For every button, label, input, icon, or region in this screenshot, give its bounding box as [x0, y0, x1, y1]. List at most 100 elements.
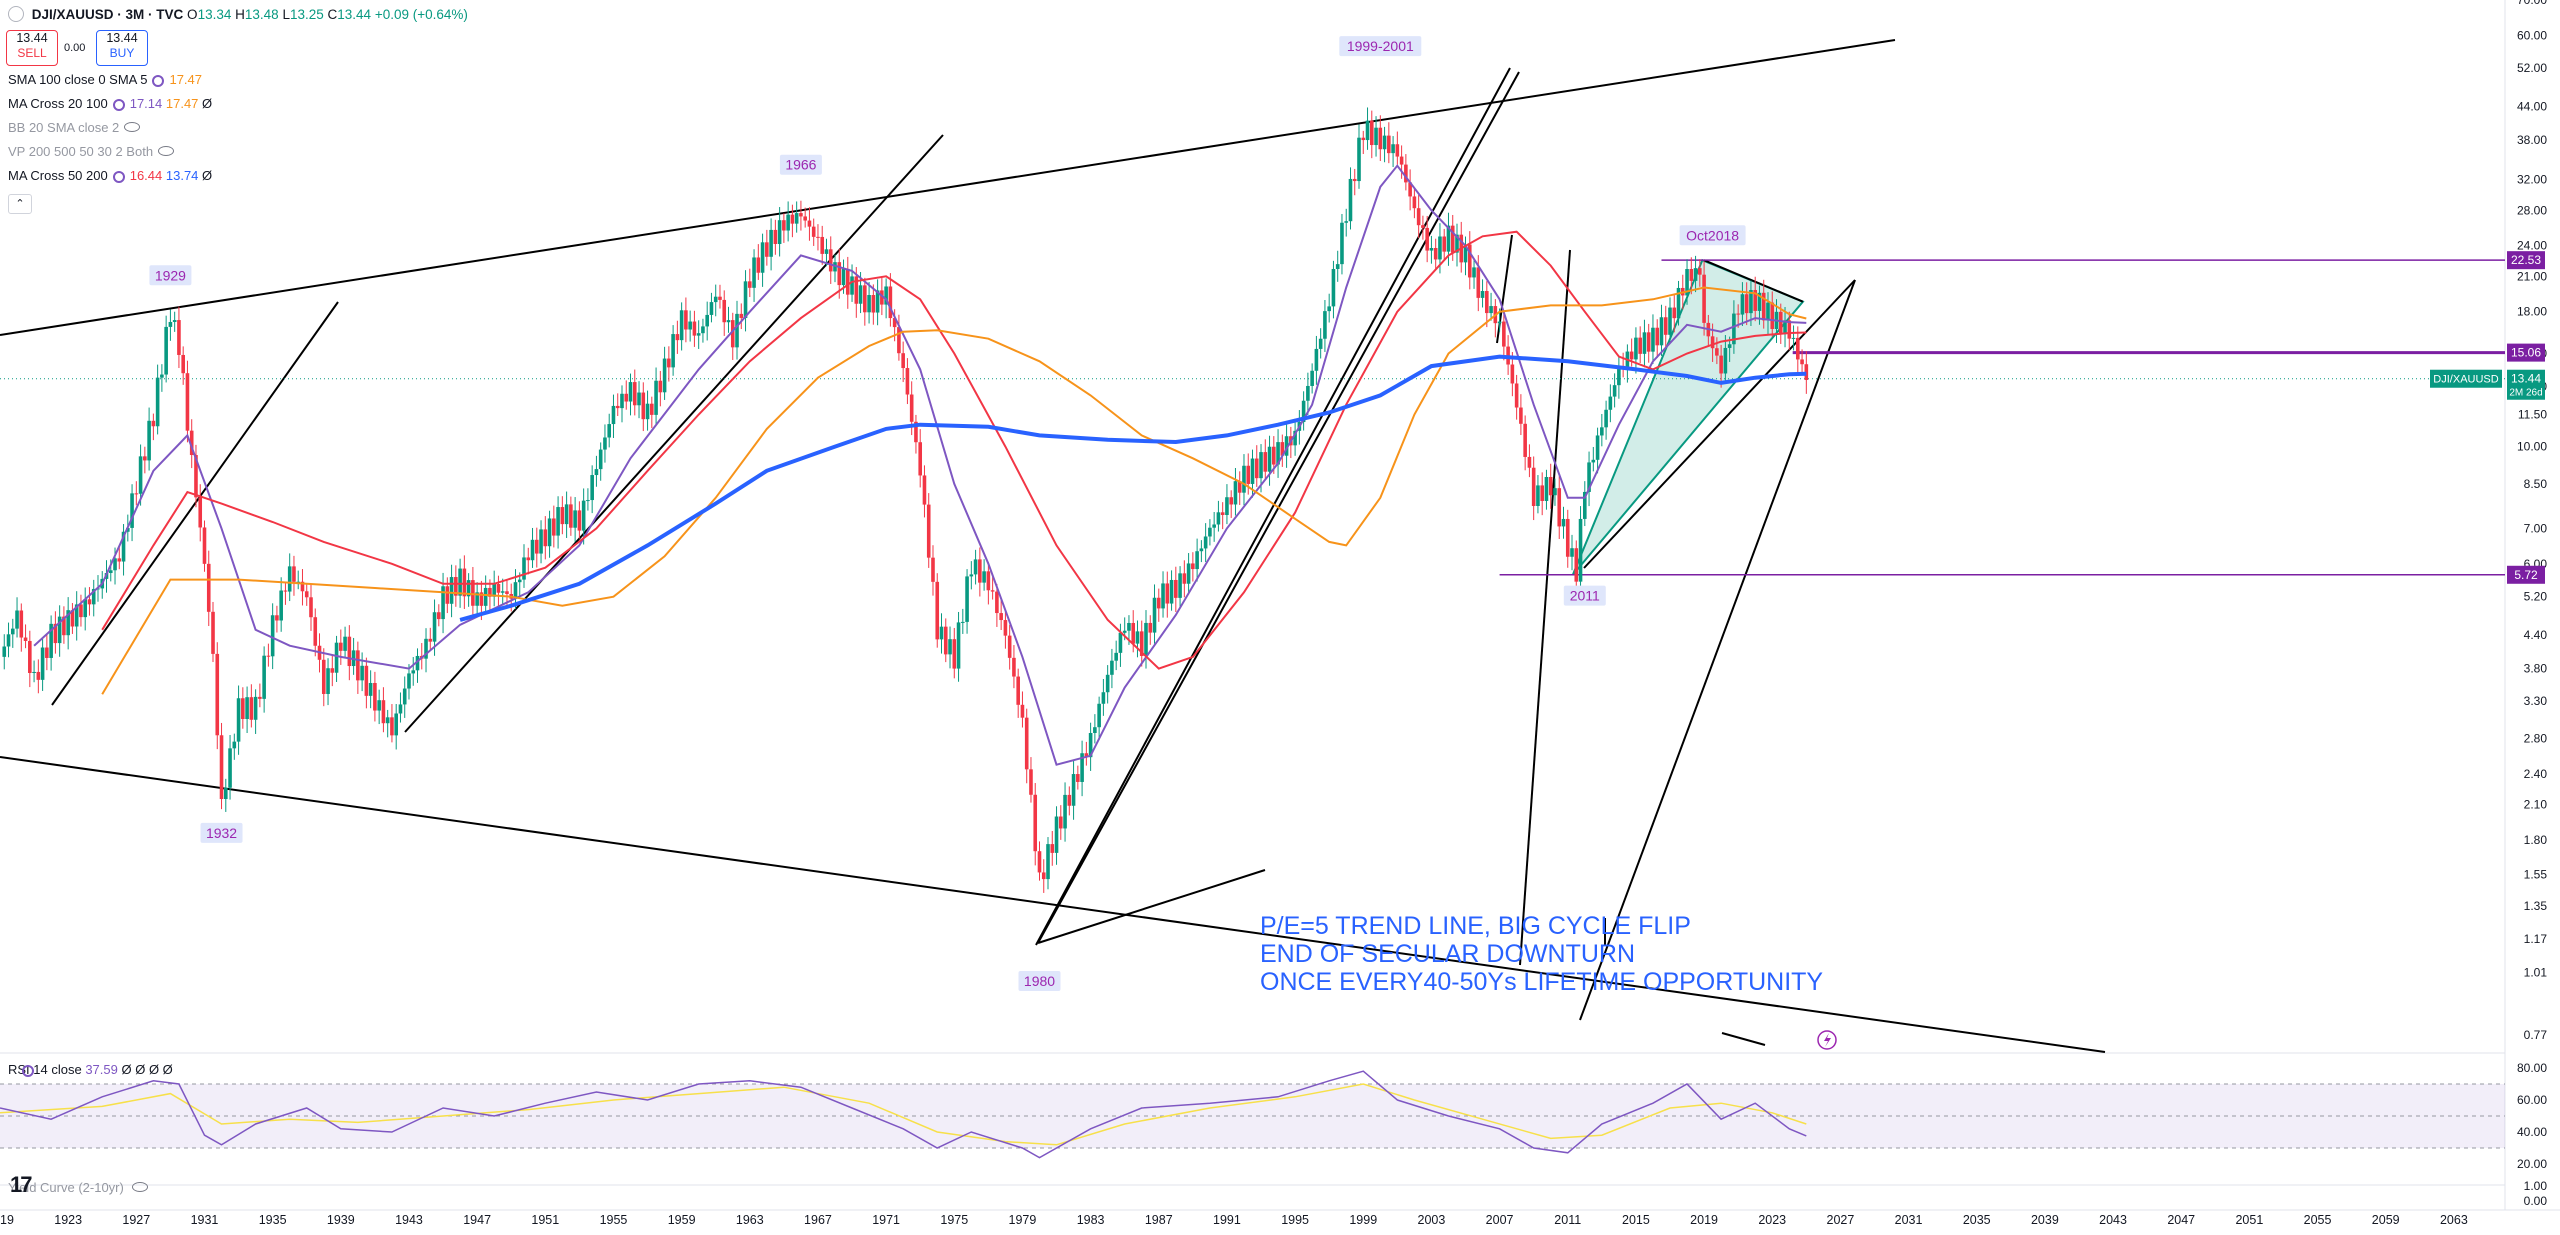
x-tick-label: 1943	[395, 1213, 423, 1227]
candle-body	[1114, 652, 1118, 661]
indicator-row[interactable]: MA Cross 50 200 16.44 13.74 Ø	[8, 168, 212, 183]
candle-body	[428, 638, 433, 642]
candle-body	[321, 659, 326, 694]
candle-body	[1242, 465, 1246, 493]
candle-body	[760, 242, 765, 273]
x-tick-label: 1999	[1349, 1213, 1377, 1227]
candle-body	[1629, 351, 1634, 360]
candle-body	[961, 621, 965, 623]
settings-icon[interactable]	[112, 171, 125, 183]
candle-body	[1476, 267, 1481, 298]
candle-body	[228, 748, 232, 788]
indicator-name: VP 200 500 50 30 2 Both	[8, 144, 154, 159]
candle-body	[709, 302, 714, 315]
candle-body	[1340, 222, 1344, 265]
candle-body	[283, 590, 288, 592]
yield-curve-legend[interactable]: Yield Curve (2-10yr)	[8, 1180, 149, 1195]
tradingview-logo-icon: 17	[10, 1172, 33, 1197]
candle-body	[300, 581, 305, 592]
candle-body	[347, 636, 352, 667]
candle-body	[1331, 269, 1336, 307]
symbol-tag	[2430, 369, 2502, 388]
last-price-tag	[2507, 369, 2545, 400]
sell-button[interactable]: 13.44 SELL	[6, 30, 58, 66]
candle-body	[931, 557, 935, 582]
candle-body	[1800, 359, 1804, 365]
candle-body	[296, 581, 301, 583]
candle-body	[1293, 430, 1297, 446]
candle-body	[807, 220, 812, 227]
candle-body	[833, 262, 837, 272]
candle-body	[402, 688, 407, 705]
candle-body	[330, 668, 335, 673]
x-tick-label: 1951	[531, 1213, 559, 1227]
x-tick-label: 2031	[1895, 1213, 1923, 1227]
candle-body	[1220, 512, 1225, 516]
trend-line	[1037, 869, 1266, 944]
candle-body	[1540, 485, 1544, 501]
candle-body	[1272, 446, 1276, 465]
candle-body	[1237, 481, 1242, 493]
candle-body	[530, 539, 535, 561]
candle-body	[645, 403, 650, 420]
y-tick-label: 70.00	[2517, 0, 2547, 7]
candle-body	[615, 405, 620, 409]
indicator-row[interactable]: BB 20 SMA close 2	[8, 120, 141, 135]
candle-body	[1071, 774, 1076, 806]
indicator-row[interactable]: SMA 100 close 0 SMA 5 17.47	[8, 72, 202, 87]
x-tick-label: 2047	[2167, 1213, 2195, 1227]
candle-body	[1152, 597, 1157, 633]
candle-body	[986, 571, 991, 591]
indicator-value: 17.14	[129, 96, 166, 111]
candle-body	[765, 242, 769, 257]
candle-body	[411, 670, 416, 674]
y-tick-label: 18.00	[2517, 305, 2547, 319]
collapse-legend-button[interactable]: ⌃	[8, 194, 32, 214]
y-tick-label: 10.00	[2517, 440, 2547, 454]
y-tick-label: 1.80	[2524, 833, 2548, 847]
candle-body	[586, 500, 590, 502]
annotation-text: P/E=5 TREND LINE, BIG CYCLE FLIP	[1260, 912, 1691, 940]
trend-line	[51, 301, 339, 706]
candle-body	[185, 373, 190, 431]
indicator-name: BB 20 SMA close 2	[8, 120, 120, 135]
candle-body	[880, 290, 884, 305]
settings-icon[interactable]	[112, 99, 125, 111]
candle-body	[1335, 264, 1340, 270]
indicator-row[interactable]: VP 200 500 50 30 2 Both	[8, 144, 175, 159]
candle-body	[569, 504, 573, 528]
candle-body	[1318, 338, 1323, 349]
candle-body	[705, 314, 709, 327]
symbol-title[interactable]: DJI/XAUUSD · 3M · TVC	[31, 7, 184, 22]
settings-icon[interactable]	[152, 75, 165, 87]
buy-button[interactable]: 13.44 BUY	[96, 30, 148, 66]
candle-body	[1058, 816, 1063, 829]
candle-body	[543, 529, 548, 547]
candle-body	[1054, 816, 1059, 853]
eye-icon[interactable]	[124, 122, 141, 132]
candle-body	[356, 650, 360, 681]
candle-body	[1178, 573, 1182, 598]
candle-body	[739, 313, 744, 318]
eye-icon[interactable]	[132, 1182, 149, 1192]
candle-body	[441, 586, 445, 620]
indicator-row[interactable]: MA Cross 20 100 17.14 17.47 Ø	[8, 96, 212, 111]
x-tick-label: 1927	[122, 1213, 150, 1227]
candle-body	[1105, 674, 1110, 693]
candle-body	[1144, 622, 1148, 656]
candle-body	[577, 510, 582, 531]
candle-body	[1804, 364, 1809, 380]
eye-icon[interactable]	[158, 146, 175, 156]
year-label: 1929	[155, 267, 186, 283]
rsi-legend[interactable]: RSI 14 close 37.59 Ø Ø Ø Ø	[8, 1062, 173, 1077]
candle-body	[236, 698, 241, 742]
yield-curve-label: Yield Curve (2-10yr)	[8, 1180, 124, 1195]
candle-body	[505, 591, 509, 594]
candle-body	[1655, 327, 1660, 346]
rsi-settings-icon[interactable]	[22, 1065, 34, 1077]
candle-body	[304, 591, 309, 598]
indicator-value: Ø	[202, 96, 213, 111]
candle-body	[1578, 518, 1583, 582]
